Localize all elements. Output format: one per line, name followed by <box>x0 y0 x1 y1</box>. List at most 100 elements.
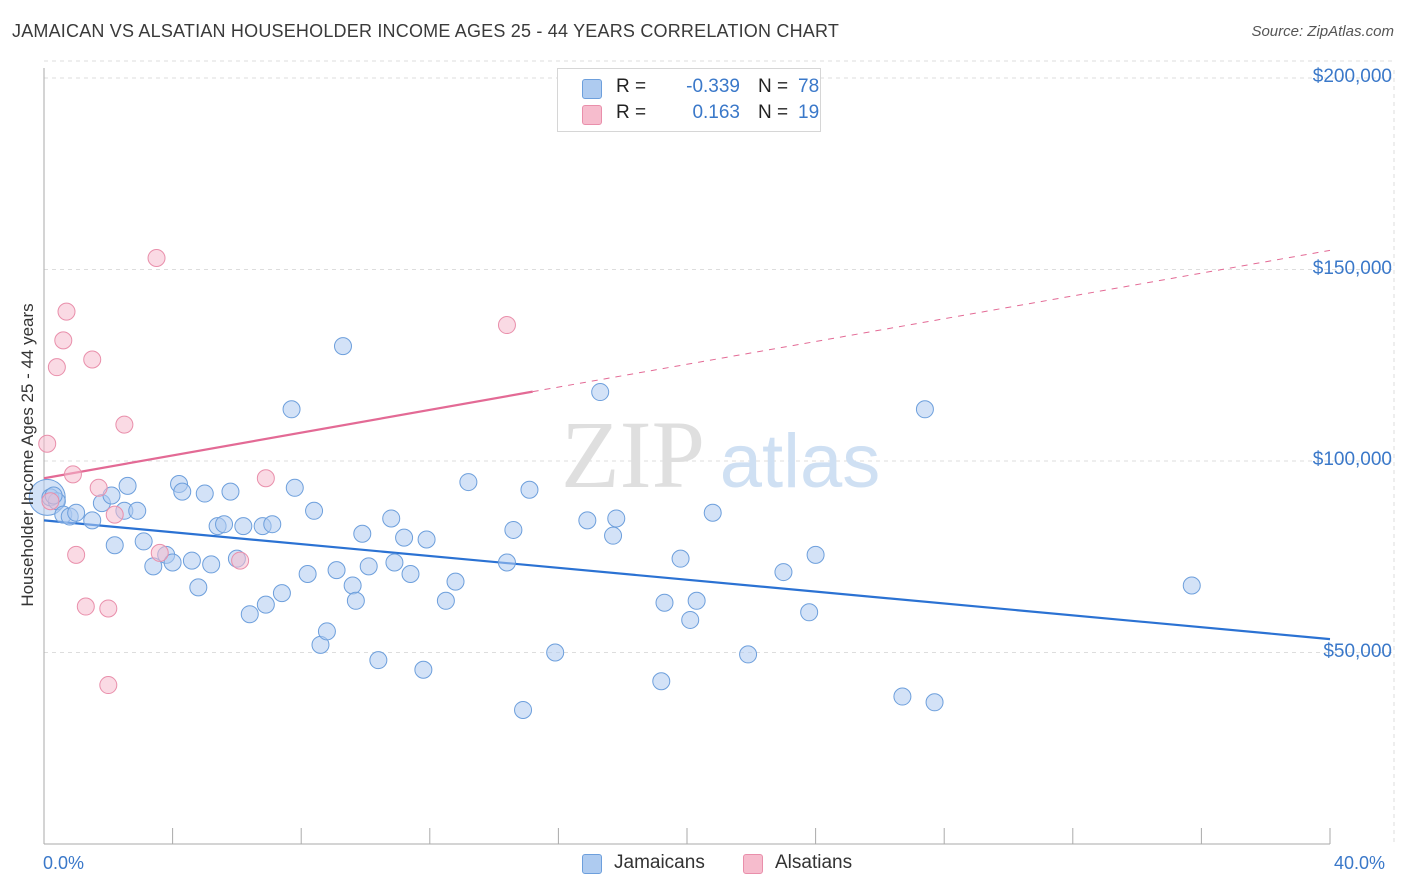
jamaican-point <box>105 536 124 555</box>
alsatian-point <box>89 478 108 497</box>
jamaican-point <box>800 603 819 622</box>
alsatian-point <box>150 543 169 562</box>
jamaican-point <box>263 515 282 534</box>
data-points <box>28 249 1201 719</box>
legend-n-value: 78 <box>798 76 820 97</box>
jamaican-point <box>671 549 690 568</box>
jamaican-point <box>134 532 153 551</box>
watermark-zip: ZIP <box>561 401 705 508</box>
jamaican-point <box>163 553 182 572</box>
jamaican-point <box>385 553 404 572</box>
watermark: ZIP atlas <box>561 401 880 508</box>
correlation-legend: R = -0.339 N = 78 R = 0.163 N = 19 <box>557 68 821 132</box>
jamaican-point <box>189 578 208 597</box>
jamaican-point <box>327 561 346 580</box>
jamaican-point <box>305 501 324 520</box>
alsatian-point <box>54 331 73 350</box>
y-tick-label: $150,000 <box>1312 257 1392 279</box>
jamaican-point <box>591 383 610 402</box>
x-tick-label-min: 0.0% <box>43 853 85 873</box>
jamaican-point <box>221 482 240 501</box>
alsatian-point <box>497 316 516 335</box>
jamaican-point <box>128 501 147 520</box>
legend-n-label: N = <box>758 102 789 123</box>
jamaican-point <box>333 337 352 356</box>
alsatian-point <box>99 599 118 618</box>
legend-n-value: 19 <box>798 102 820 123</box>
jamaican-point <box>893 687 912 706</box>
bottom-legend-swatch-blue <box>582 854 602 874</box>
alsatian-point <box>115 415 134 434</box>
jamaican-point <box>417 530 436 549</box>
jamaican-point <box>343 576 362 595</box>
jamaican-point <box>83 511 102 530</box>
jamaican-point <box>739 645 758 664</box>
jamaican-point <box>240 605 259 624</box>
alsatian-point <box>256 469 275 488</box>
trend-lines <box>43 249 1331 641</box>
jamaican-point <box>282 400 301 419</box>
jamaican-point <box>317 622 336 641</box>
jamaican-point <box>497 553 516 572</box>
jamaican-point <box>272 584 291 603</box>
alsatian-point <box>231 551 250 570</box>
alsatian-point <box>47 358 66 377</box>
jamaican-point <box>703 503 722 522</box>
y-tick-label: $200,000 <box>1312 66 1392 87</box>
jamaican-point <box>774 563 793 582</box>
source-credit: Source: ZipAtlas.com <box>1251 23 1394 40</box>
alsatian-point <box>41 492 60 511</box>
jamaican-point <box>436 591 455 610</box>
jamaican-point <box>446 572 465 591</box>
jamaican-point <box>652 672 671 691</box>
jamaican-point <box>604 526 623 545</box>
jamaican-point <box>681 610 700 629</box>
jamaican-point <box>382 509 401 528</box>
bottom-legend-swatch-pink <box>743 854 763 874</box>
alsatian-point <box>99 676 118 695</box>
chart-title: JAMAICAN VS ALSATIAN HOUSEHOLDER INCOME … <box>12 21 840 41</box>
jamaican-point <box>395 528 414 547</box>
jamaican-point <box>256 595 275 614</box>
alsatian-point <box>63 465 82 484</box>
jamaican-point <box>285 478 304 497</box>
legend-r-label: R = <box>616 102 647 123</box>
jamaican-point <box>353 524 372 543</box>
trend-line-jamaicans <box>43 519 1331 641</box>
legend-r-value: -0.339 <box>686 76 740 97</box>
alsatian-point <box>38 434 57 453</box>
jamaican-point <box>67 503 86 522</box>
y-tick-label: $50,000 <box>1323 640 1392 662</box>
legend-n-label: N = <box>758 76 789 97</box>
watermark-atlas: atlas <box>720 419 881 504</box>
legend-swatch-blue <box>582 79 602 99</box>
jamaican-point <box>346 591 365 610</box>
jamaican-point <box>578 511 597 530</box>
bottom-legend-label: Jamaicans <box>614 852 705 873</box>
jamaican-point <box>520 480 539 499</box>
jamaican-point <box>504 520 523 539</box>
jamaican-point <box>369 651 388 670</box>
alsatian-point <box>147 249 166 268</box>
jamaican-point <box>359 557 378 576</box>
jamaican-point <box>202 555 221 574</box>
jamaican-point <box>655 593 674 612</box>
jamaican-point <box>195 484 214 503</box>
jamaican-point <box>806 545 825 564</box>
jamaican-point <box>607 509 626 528</box>
legend-r-value: 0.163 <box>692 102 740 123</box>
jamaican-point <box>925 693 944 712</box>
alsatian-point <box>105 505 124 524</box>
legend-r-label: R = <box>616 76 647 97</box>
trend-line-alsatians <box>43 390 533 480</box>
alsatian-point <box>83 350 102 369</box>
y-axis-label: Householder Income Ages 25 - 44 years <box>18 303 37 607</box>
jamaican-point <box>546 643 565 662</box>
jamaican-point <box>459 473 478 492</box>
jamaican-point <box>215 515 234 534</box>
jamaican-point <box>1182 576 1201 595</box>
legend-swatch-pink <box>582 105 602 125</box>
alsatian-point <box>57 302 76 321</box>
jamaican-point <box>401 564 420 583</box>
